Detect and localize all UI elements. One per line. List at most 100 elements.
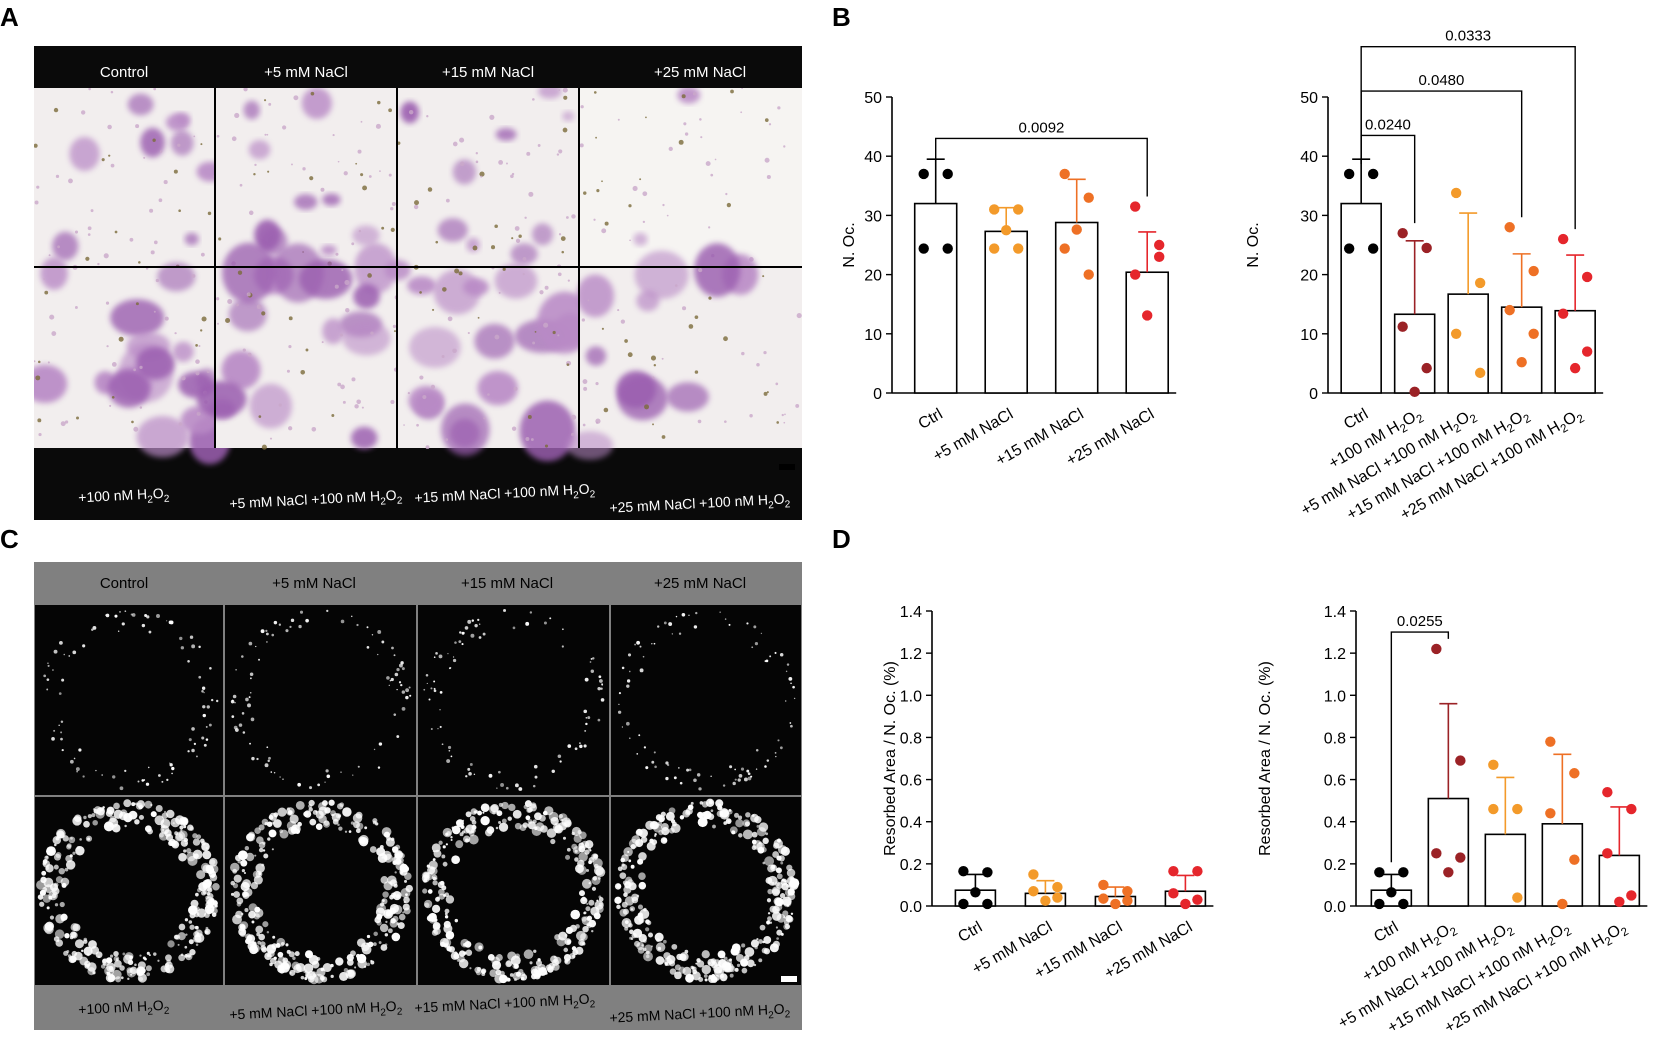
label-part-sub: 2: [768, 500, 775, 511]
significance-bracket: [1390, 631, 1450, 863]
chart-d-left: 0.0 0.2 0.4 0.6 0.8 1.0 1.2 1.4 Resorbed Area / …: [882, 604, 1214, 983]
data-point: [1421, 362, 1432, 374]
data-point: [1367, 168, 1379, 180]
data-point: [1455, 852, 1466, 863]
data-point: [1398, 867, 1409, 878]
data-point: [989, 243, 1000, 254]
bar: [1125, 271, 1170, 394]
label-part-sub2: 2: [397, 1006, 404, 1017]
data-point: [1083, 192, 1094, 203]
row-label-c-1: +5 mM NaCl +100 nM H2O2: [229, 997, 403, 1026]
data-point: [1431, 848, 1442, 859]
data-point: [982, 898, 993, 910]
data-point: [1516, 357, 1527, 368]
label-part-sub: 2: [1452, 422, 1464, 436]
label-part-sub2: 2: [164, 1006, 171, 1017]
data-point: [1059, 168, 1070, 180]
data-point: [1343, 168, 1355, 180]
panel-c-top-labels: Control +5 mM NaCl +15 mM NaCl +25 mM NaCl: [100, 575, 746, 592]
data-point: [1013, 243, 1024, 254]
label-part-tail: O: [152, 485, 164, 502]
data-point: [1421, 242, 1432, 254]
data-point: [1569, 854, 1580, 865]
y-tick-label: 30: [864, 208, 882, 225]
x-tick-label: Ctrl: [1341, 406, 1371, 433]
panel-a-gridlines: [34, 88, 802, 448]
bar: [1447, 293, 1489, 394]
data-point: [1397, 227, 1408, 239]
panel-letter-a: A: [0, 2, 19, 32]
label-part-sub2: 2: [164, 494, 171, 505]
label-part-sub2: 2: [784, 499, 791, 510]
label-part-sub2: 2: [1522, 413, 1534, 427]
data-point: [1431, 643, 1442, 655]
data-point: [1545, 736, 1556, 747]
data-point: [1192, 894, 1203, 905]
label-part-sub2: 2: [1575, 413, 1587, 427]
data-point: [1154, 239, 1165, 251]
y-tick-label: 50: [1300, 90, 1318, 107]
y-tick-label: 1.2: [900, 646, 922, 663]
bar: [1500, 306, 1543, 394]
data-point: [1168, 888, 1179, 899]
label-part-sub2: 2: [397, 495, 404, 506]
data-point: [1168, 866, 1179, 877]
panel-letter-c: C: [0, 524, 19, 554]
y-tick-label: 0.2: [1324, 857, 1346, 874]
p-value-label: 0.0480: [1418, 72, 1464, 89]
micrograph-c-7: [611, 797, 801, 985]
y-tick-label: 0.4: [900, 815, 922, 832]
y-tick-label: 40: [1300, 149, 1318, 166]
y-tick-label: 40: [864, 149, 882, 166]
label-part-tail: O: [385, 998, 397, 1015]
y-tick-label: 0.6: [900, 773, 922, 790]
micrograph-c-2: [418, 605, 609, 795]
panel-letter-d: D: [832, 524, 851, 554]
bar: [1541, 823, 1584, 907]
data-point: [1488, 803, 1499, 815]
micrograph-a-1: [215, 88, 397, 267]
row-label-c-0: +100 nM H2O2: [78, 997, 170, 1022]
label-part-sub: 2: [147, 494, 154, 505]
label-part-tail: O: [773, 1001, 785, 1018]
data-point: [1443, 867, 1454, 878]
data-point: [1001, 225, 1012, 236]
data-point: [1122, 895, 1133, 906]
row-label-a-1: +5 mM NaCl +100 nM H2O2: [229, 486, 403, 515]
col-label-a-1: +5 mM NaCl: [264, 64, 348, 81]
y-tick-label: 0.8: [1324, 730, 1346, 747]
data-point: [1602, 848, 1613, 859]
data-point: [1052, 881, 1063, 893]
y-tick-label: 0: [873, 386, 882, 403]
label-part-tail: O: [152, 997, 164, 1014]
data-point: [1180, 898, 1191, 910]
data-point: [1545, 808, 1556, 819]
data-point: [1059, 243, 1070, 254]
data-point: [1154, 251, 1165, 263]
micrograph-a-2: [397, 88, 579, 269]
label-part-sub: 2: [1489, 935, 1501, 949]
data-point: [1071, 224, 1082, 235]
y-axis-label: N. Oc.: [841, 222, 858, 267]
label-part-main: +100 nM H: [78, 998, 148, 1018]
data-point: [1488, 759, 1499, 771]
y-tick-label: 0.6: [1324, 773, 1346, 790]
p-value-label: 0.0333: [1445, 28, 1491, 45]
label-part-tail: O: [578, 991, 590, 1008]
label-part-main: +5 mM NaCl +100 nM H: [229, 488, 381, 512]
label-part-tail: O: [578, 481, 590, 498]
data-point: [1602, 787, 1613, 798]
x-tick-label: Ctrl: [916, 406, 946, 433]
y-axis-label: N. Oc.: [1245, 222, 1262, 267]
data-point: [1028, 869, 1039, 880]
label-part-sub: 2: [1546, 935, 1558, 949]
y-tick-label: 30: [1300, 208, 1318, 225]
col-label-a-3: +25 mM NaCl: [654, 64, 746, 81]
data-point: [1557, 898, 1568, 910]
micrograph-c-3: [611, 605, 801, 795]
micrograph-a-3: [579, 88, 802, 267]
y-tick-label: 10: [1300, 327, 1318, 344]
y-tick-label: 1.4: [1324, 604, 1346, 621]
panel-a-micrographs: Control +5 mM NaCl +15 mM NaCl +25 mM NaCl …: [34, 46, 802, 520]
